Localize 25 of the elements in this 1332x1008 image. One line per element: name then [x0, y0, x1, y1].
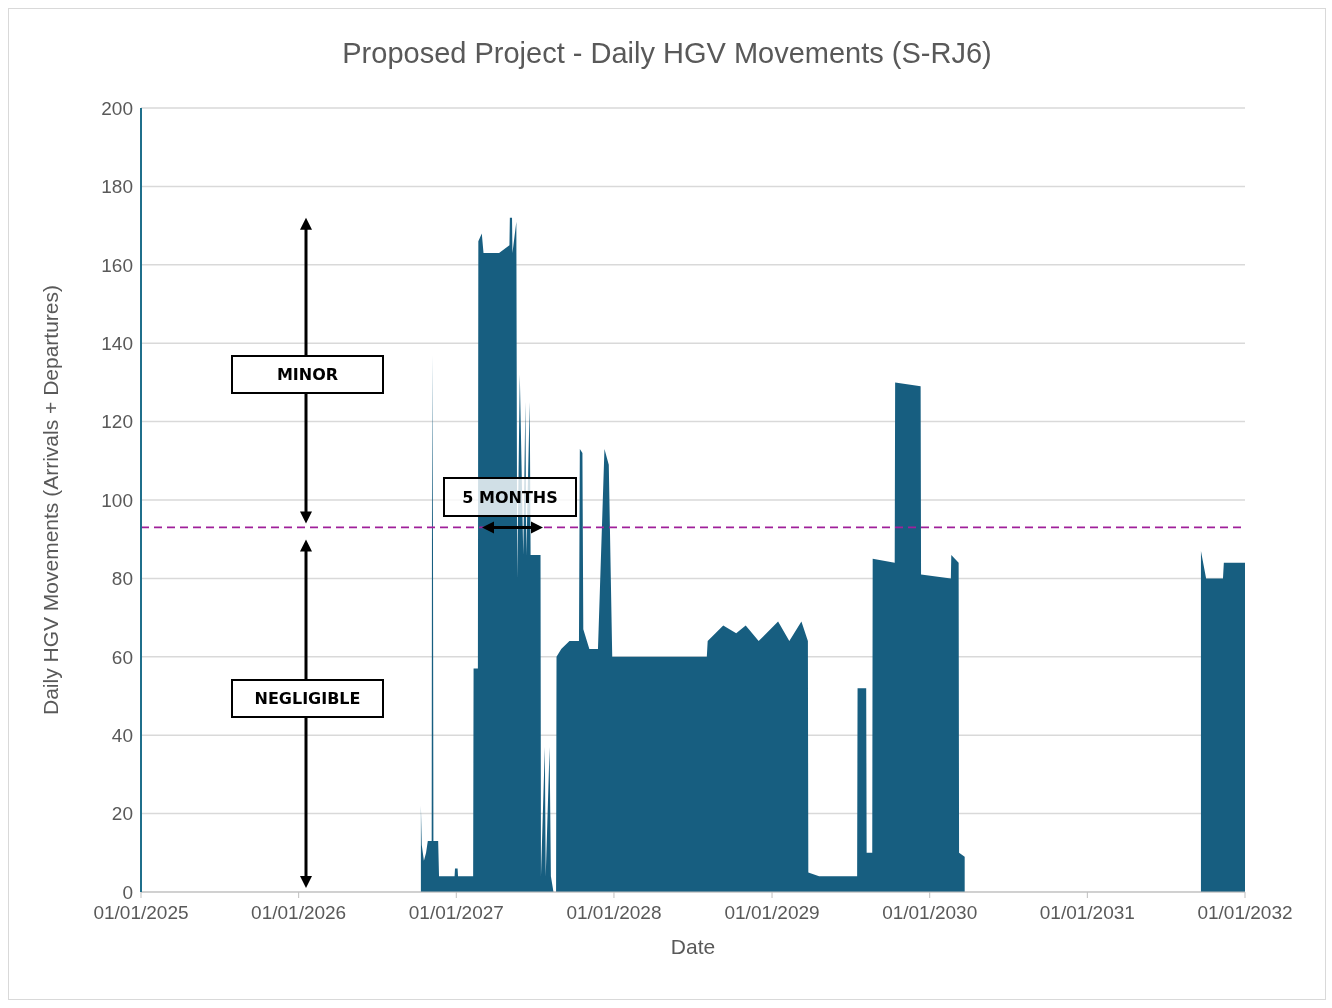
y-tick-label: 40: [111, 724, 133, 746]
x-tick-label: 01/01/2031: [1039, 902, 1135, 924]
y-tick-label: 60: [111, 646, 133, 668]
y-tick-label: 20: [111, 803, 133, 825]
y-tick-label: 140: [101, 332, 133, 354]
y-tick-label: 100: [101, 489, 133, 511]
chart-title: Proposed Project - Daily HGV Movements (S-RJ6): [341, 37, 993, 70]
x-tick-label: 01/01/2025: [93, 902, 189, 924]
x-tick-label: 01/01/2027: [408, 902, 504, 924]
y-tick-label: 180: [101, 176, 133, 198]
y-tick-label: 200: [101, 97, 133, 119]
y-tick-label: 120: [101, 411, 133, 433]
y-tick-label: 80: [111, 568, 133, 590]
x-tick-label: 01/01/2030: [882, 902, 978, 924]
x-tick-label: 01/01/2029: [724, 902, 820, 924]
text-box: NEGLIGIBLE: [231, 679, 384, 718]
text-box: 5 MONTHS: [443, 477, 577, 517]
x-tick-label: 01/01/2026: [251, 902, 347, 924]
x-axis-title: Date: [670, 935, 716, 958]
y-tick-label: 0: [122, 881, 133, 903]
y-axis-title: Daily HGV Movements (Arrivals + Departures): [39, 284, 63, 716]
text-box: MINOR: [231, 355, 384, 394]
y-tick-label: 160: [101, 254, 133, 276]
x-tick-label: 01/01/2032: [1197, 902, 1293, 924]
x-tick-label: 01/01/2028: [566, 902, 662, 924]
